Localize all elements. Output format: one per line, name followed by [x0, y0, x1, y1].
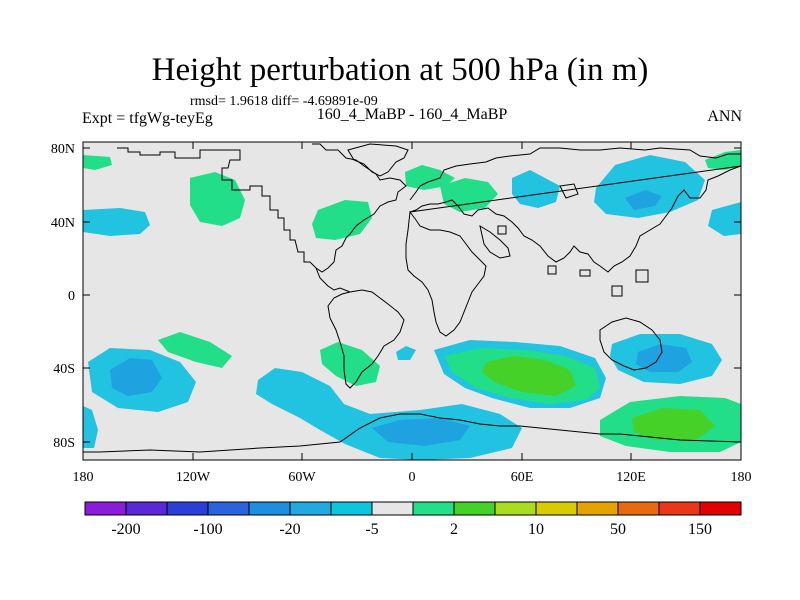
colorbar-swatch	[535, 501, 578, 516]
colorbar-swatch	[371, 501, 414, 516]
axis-ticks	[82, 142, 742, 460]
case-label: 160_4_MaBP - 160_4_MaBP	[316, 106, 508, 123]
coastline-greenland	[347, 143, 409, 177]
anomaly-negative-region	[83, 406, 98, 448]
anomaly-negative-core	[110, 358, 162, 396]
lat-label-0: 0	[68, 289, 75, 304]
coastline-australia	[599, 317, 663, 371]
colorbar-swatch	[289, 501, 332, 516]
coastline-antarctica	[83, 413, 741, 453]
anomaly-positive-region	[190, 172, 245, 226]
anomaly-positive-region	[705, 150, 741, 170]
colorbar-swatch	[699, 501, 742, 516]
coastline-islands	[497, 183, 649, 297]
coastlines	[83, 143, 741, 453]
coastline-eurasia	[409, 147, 741, 273]
coastline-arabia	[479, 224, 511, 259]
colorbar-swatch	[125, 501, 168, 516]
coastline-south-america	[327, 289, 405, 389]
colorbar-label: -5	[365, 521, 378, 538]
lat-label-80n: 80N	[51, 142, 75, 157]
colorbar-swatch	[207, 501, 250, 516]
lon-label-120w: 120W	[176, 470, 211, 485]
lat-label-40n: 40N	[51, 216, 75, 231]
colorbar-swatch	[84, 501, 127, 516]
colorbar-swatch	[330, 501, 373, 516]
anomaly-positive-core	[632, 408, 715, 440]
anomaly-negative-region	[83, 208, 150, 236]
colorbar-swatch	[453, 501, 496, 516]
lon-label-120e: 120E	[616, 470, 646, 485]
colorbar-label: 50	[610, 521, 626, 538]
colorbar-label: 150	[688, 521, 712, 538]
lat-label-80s: 80S	[53, 436, 75, 451]
colorbar-labels: -200 -100 -20 -5 2 10 50 150	[111, 521, 712, 538]
lon-label-180-right: 180	[731, 470, 752, 485]
colorbar-label: 10	[528, 521, 544, 538]
anomaly-positive-region	[320, 342, 380, 386]
anomaly-positive-region	[312, 200, 372, 240]
anomaly-negative-region	[708, 202, 741, 236]
colorbar-label: -20	[279, 521, 300, 538]
colorbar-label: 2	[450, 521, 458, 538]
coastline-central-america	[315, 267, 351, 293]
colorbar	[84, 501, 742, 516]
anomaly-positive-core	[482, 356, 576, 396]
colorbar-swatch	[617, 501, 660, 516]
anomaly-negative-region	[594, 155, 705, 218]
anomaly-negative-region	[512, 170, 560, 208]
anomaly-positive-region	[83, 155, 112, 170]
rmsd-diff-stats: rmsd= 1.9618 diff= -4.69891e-09	[190, 94, 378, 109]
colorbar-swatch	[658, 501, 701, 516]
colorbar-swatch	[166, 501, 209, 516]
contour-field	[83, 150, 741, 460]
coastline-africa	[405, 210, 487, 337]
lon-label-60w: 60W	[288, 470, 316, 485]
anomaly-positive-region	[405, 165, 455, 190]
lat-label-40s: 40S	[53, 362, 75, 377]
lon-label-60e: 60E	[511, 470, 534, 485]
colorbar-swatch	[412, 501, 455, 516]
season-label: ANN	[707, 108, 742, 125]
colorbar-label: -100	[193, 521, 222, 538]
coastline-north-america	[117, 143, 407, 273]
colorbar-swatch	[248, 501, 291, 516]
anomaly-negative-core	[372, 418, 470, 446]
anomaly-positive-region	[440, 178, 498, 212]
colorbar-swatch	[576, 501, 619, 516]
lon-label-180-left: 180	[73, 470, 94, 485]
anomaly-negative-core	[636, 344, 692, 372]
plot-title: Height perturbation at 500 hPa (in m)	[151, 52, 649, 88]
colorbar-label: -200	[111, 521, 140, 538]
anomaly-positive-region	[158, 332, 232, 368]
lon-label-0: 0	[409, 470, 416, 485]
colorbar-swatch	[494, 501, 537, 516]
anomaly-negative-region	[396, 346, 416, 360]
anomaly-negative-core	[625, 190, 662, 210]
experiment-label: Expt = tfgWg-teyEg	[82, 110, 213, 127]
